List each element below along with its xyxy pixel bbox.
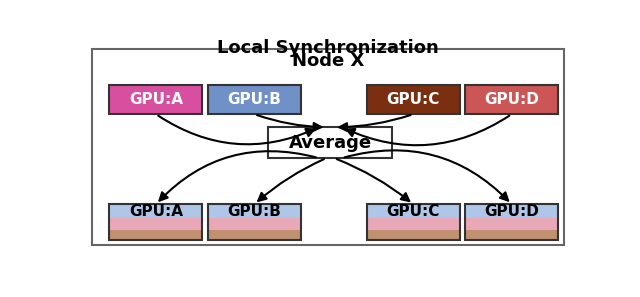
Bar bbox=[367, 85, 460, 114]
Bar bbox=[109, 218, 202, 230]
Bar bbox=[465, 218, 558, 230]
Bar bbox=[465, 204, 558, 240]
Bar bbox=[367, 230, 460, 240]
Text: GPU:D: GPU:D bbox=[484, 92, 539, 107]
Text: GPU:A: GPU:A bbox=[129, 204, 183, 219]
Bar bbox=[109, 204, 202, 240]
Bar bbox=[367, 218, 460, 230]
Bar bbox=[208, 85, 301, 114]
Bar bbox=[465, 85, 558, 114]
Bar bbox=[109, 204, 202, 218]
Bar bbox=[208, 204, 301, 218]
Text: GPU:A: GPU:A bbox=[129, 92, 183, 107]
Text: Average: Average bbox=[289, 134, 372, 152]
Bar bbox=[208, 204, 301, 240]
Bar bbox=[208, 230, 301, 240]
Bar bbox=[109, 230, 202, 240]
Bar bbox=[109, 85, 202, 114]
Text: Local Synchronization: Local Synchronization bbox=[217, 39, 439, 57]
Text: GPU:D: GPU:D bbox=[484, 204, 539, 219]
Text: GPU:C: GPU:C bbox=[387, 92, 440, 107]
Bar bbox=[208, 218, 301, 230]
Bar bbox=[465, 204, 558, 218]
Bar bbox=[465, 230, 558, 240]
Bar bbox=[367, 204, 460, 218]
Text: GPU:C: GPU:C bbox=[387, 204, 440, 219]
Bar bbox=[92, 49, 564, 245]
Text: GPU:B: GPU:B bbox=[227, 92, 282, 107]
Bar bbox=[268, 127, 392, 158]
Text: Node X: Node X bbox=[292, 52, 364, 70]
Bar bbox=[367, 204, 460, 240]
Text: GPU:B: GPU:B bbox=[227, 204, 282, 219]
